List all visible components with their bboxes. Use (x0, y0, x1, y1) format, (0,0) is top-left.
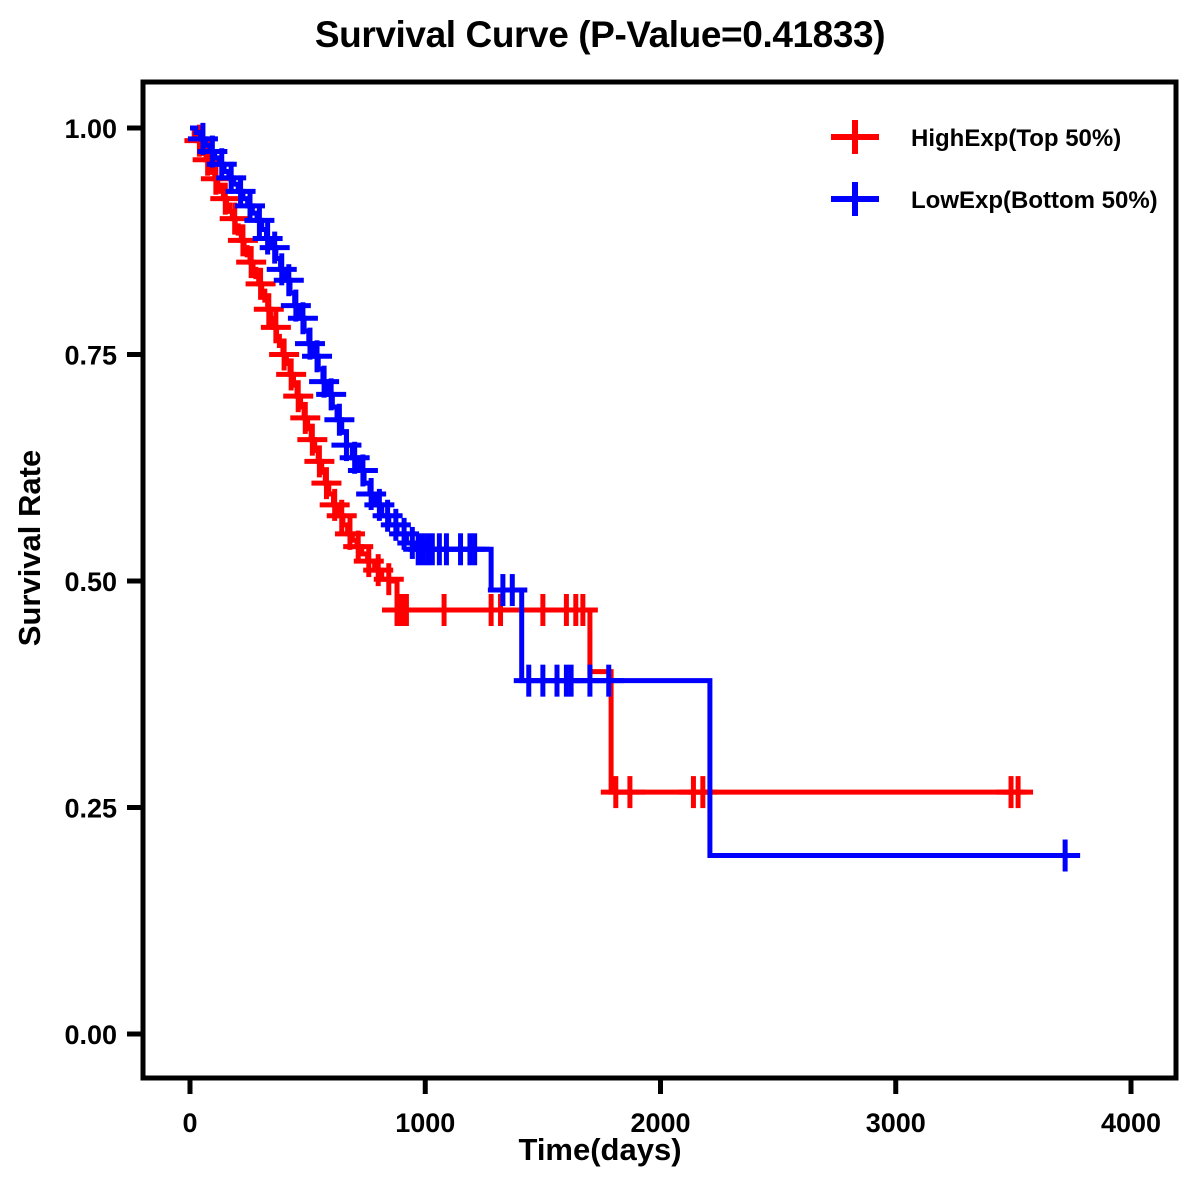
x-axis-label: Time(days) (518, 1132, 682, 1167)
series-low-exp (187, 122, 1081, 872)
chart-title: Survival Curve (P-Value=0.41833) (314, 14, 886, 55)
chart-legend: HighExp(Top 50%) LowExp(Bottom 50%) (831, 120, 1158, 216)
y-tick-label: 1.00 (64, 114, 117, 144)
legend-item[interactable]: HighExp(Top 50%) (831, 120, 1121, 154)
x-tick-label: 2000 (630, 1108, 690, 1138)
x-tick-label: 4000 (1101, 1108, 1161, 1138)
legend-plus-icon (831, 182, 879, 216)
legend-plus-icon (831, 120, 879, 154)
y-axis-ticks: 0.00 0.25 0.50 0.75 1.00 (64, 114, 143, 1050)
legend-item[interactable]: LowExp(Bottom 50%) (831, 182, 1158, 216)
x-axis-ticks: 0 1000 2000 3000 4000 (182, 1078, 1161, 1138)
censor-marks (187, 122, 1081, 872)
series-layer (184, 122, 1081, 872)
y-tick-label: 0.00 (64, 1020, 117, 1050)
y-tick-label: 0.50 (64, 567, 117, 597)
y-tick-label: 0.25 (64, 794, 117, 824)
legend-label: HighExp(Top 50%) (911, 125, 1121, 152)
y-tick-label: 0.75 (64, 341, 117, 371)
x-tick-label: 3000 (866, 1108, 926, 1138)
plot-frame (140, 79, 1179, 1081)
x-tick-label: 1000 (395, 1108, 455, 1138)
series-high-exp (184, 124, 1034, 809)
x-tick-label: 0 (182, 1108, 197, 1138)
survival-step-line (190, 125, 1066, 859)
legend-label: LowExp(Bottom 50%) (911, 187, 1158, 214)
